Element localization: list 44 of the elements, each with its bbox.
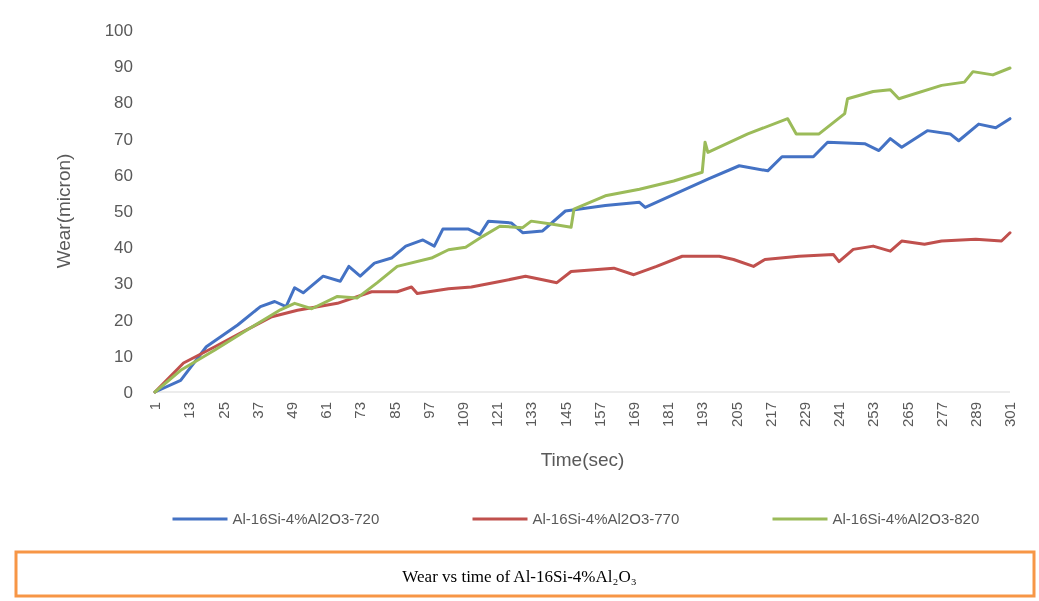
- x-tick-label: 121: [488, 402, 506, 428]
- y-tick-label: 20: [114, 310, 133, 330]
- y-tick-label: 50: [114, 201, 133, 221]
- x-tick-label: 145: [556, 402, 574, 428]
- legend-label: Al-16Si-4%Al2O3-770: [532, 510, 680, 528]
- y-tick-label: 60: [114, 165, 133, 185]
- legend-label: Al-16Si-4%Al2O3-720: [232, 510, 380, 528]
- x-tick-label: 181: [659, 402, 677, 428]
- y-tick-label: 10: [114, 346, 133, 366]
- x-tick-label: 193: [693, 402, 711, 428]
- x-tick-label: 37: [248, 402, 266, 419]
- y-tick-label: 30: [114, 274, 133, 294]
- x-tick-label: 241: [830, 402, 848, 428]
- line-series: [153, 66, 1012, 394]
- x-tick-label: 205: [727, 402, 745, 428]
- x-tick-label: 169: [625, 402, 643, 428]
- x-tick-label: 217: [761, 402, 779, 428]
- x-tick-label: 253: [864, 402, 882, 428]
- x-tick-label: 157: [590, 402, 608, 428]
- x-tick-label: 229: [796, 402, 814, 428]
- y-tick-label: 0: [123, 382, 133, 402]
- x-tick-label: 25: [214, 402, 232, 419]
- y-axis-title: Wear(micron): [53, 153, 74, 269]
- y-tick-label: 90: [114, 57, 133, 77]
- y-tick-label: 100: [104, 20, 133, 40]
- legend-label: Al-16Si-4%Al2O3-820: [832, 510, 980, 528]
- x-tick-label: 61: [317, 402, 335, 419]
- x-tick-label: 289: [967, 402, 985, 428]
- x-tick-label: 1: [146, 402, 164, 411]
- x-tick-label: 301: [1001, 402, 1019, 428]
- text: Wear vs time of Al-16Si-4%Al₂O₃: [402, 566, 637, 586]
- x-tick-label: 73: [351, 402, 369, 419]
- x-tick-label: 277: [932, 402, 950, 428]
- y-tick-label: 70: [114, 129, 133, 149]
- x-tick-label: 109: [454, 402, 472, 428]
- x-tick-label: 265: [898, 402, 916, 428]
- x-tick-label: 133: [522, 402, 540, 428]
- x-tick-label: 85: [385, 402, 403, 419]
- x-axis-title: Time(sec): [540, 449, 625, 470]
- y-tick-label: 40: [114, 238, 133, 258]
- y-tick-label: 80: [114, 93, 133, 113]
- x-tick-label: 49: [283, 402, 301, 419]
- x-tick-label: 97: [419, 402, 437, 419]
- x-tick-label: 13: [180, 402, 198, 419]
